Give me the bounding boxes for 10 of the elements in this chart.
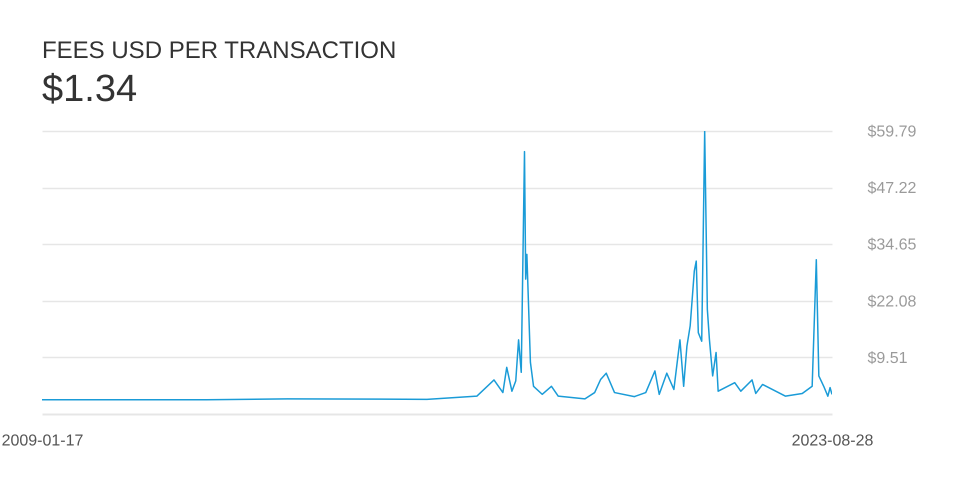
- x-tick-label: 2009-01-17: [2, 432, 84, 450]
- x-tick-label: 2023-08-28: [792, 432, 874, 450]
- y-tick-label: $34.65: [868, 236, 917, 254]
- chart-title: FEES USD PER TRANSACTION: [42, 37, 396, 64]
- y-tick-label: $22.08: [868, 293, 917, 310]
- y-tick-label: $47.22: [868, 180, 917, 198]
- line-series: [42, 131, 832, 401]
- chart-subtitle: $1.34: [42, 68, 138, 110]
- y-tick-label: $9.51: [868, 350, 908, 367]
- y-tick-label: $59.79: [868, 124, 917, 140]
